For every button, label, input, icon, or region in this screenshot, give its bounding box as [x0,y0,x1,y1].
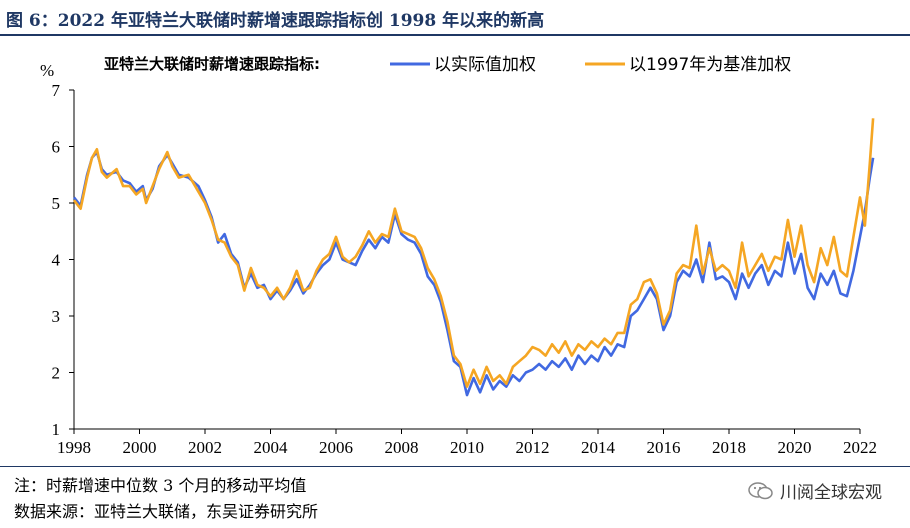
legend-title: 亚特兰大联储时薪增速跟踪指标: [104,55,320,73]
legend-label-1: 以实际值加权 [434,55,536,75]
wechat-icon [748,481,773,499]
x-tick-label: 2022 [843,438,877,457]
y-tick-label: 5 [52,194,61,213]
x-tick-label: 1998 [57,438,91,457]
x-tick-label: 2004 [254,438,289,457]
footer-note: 注：时薪增速中位数 3 个月的移动平均值 [14,476,307,495]
x-tick-label: 2012 [516,438,550,457]
y-tick-label: 3 [52,307,61,326]
footer-source: 数据来源：亚特兰大联储，东吴证券研究所 [14,502,319,521]
y-tick-label: 4 [52,251,61,270]
figure-title: 图 6：2022 年亚特兰大联储时薪增速跟踪指标创 1998 年以来的新高 [6,11,545,31]
x-tick-label: 2002 [188,438,222,457]
x-tick-label: 2016 [647,438,681,457]
y-axis-unit: % [40,61,54,80]
watermark: 川阅全球宏观 [748,478,882,503]
x-tick-label: 2014 [581,438,616,457]
y-tick-label: 6 [52,138,61,157]
x-tick-label: 2018 [712,438,746,457]
series-line-2 [72,118,875,388]
line-chart: 1 2 3 4 5 6 7% 1998 2000 2002 2004 2006 2008 2010 2012… [40,55,877,457]
legend-label-2: 以1997年为基准加权 [629,55,791,75]
x-tick-label: 2000 [123,438,157,457]
x-tick-label: 2006 [319,438,353,457]
x-tick-label: 2008 [385,438,419,457]
y-tick-label: 7 [52,81,61,100]
x-tick-label: 2020 [778,438,812,457]
y-tick-label: 2 [52,364,61,383]
x-tick-label: 2010 [450,438,484,457]
y-tick-label: 1 [52,420,61,439]
series-line-1 [72,150,875,397]
title-divider [0,34,910,36]
watermark-text: 川阅全球宏观 [780,483,882,503]
footer-divider [0,466,910,467]
